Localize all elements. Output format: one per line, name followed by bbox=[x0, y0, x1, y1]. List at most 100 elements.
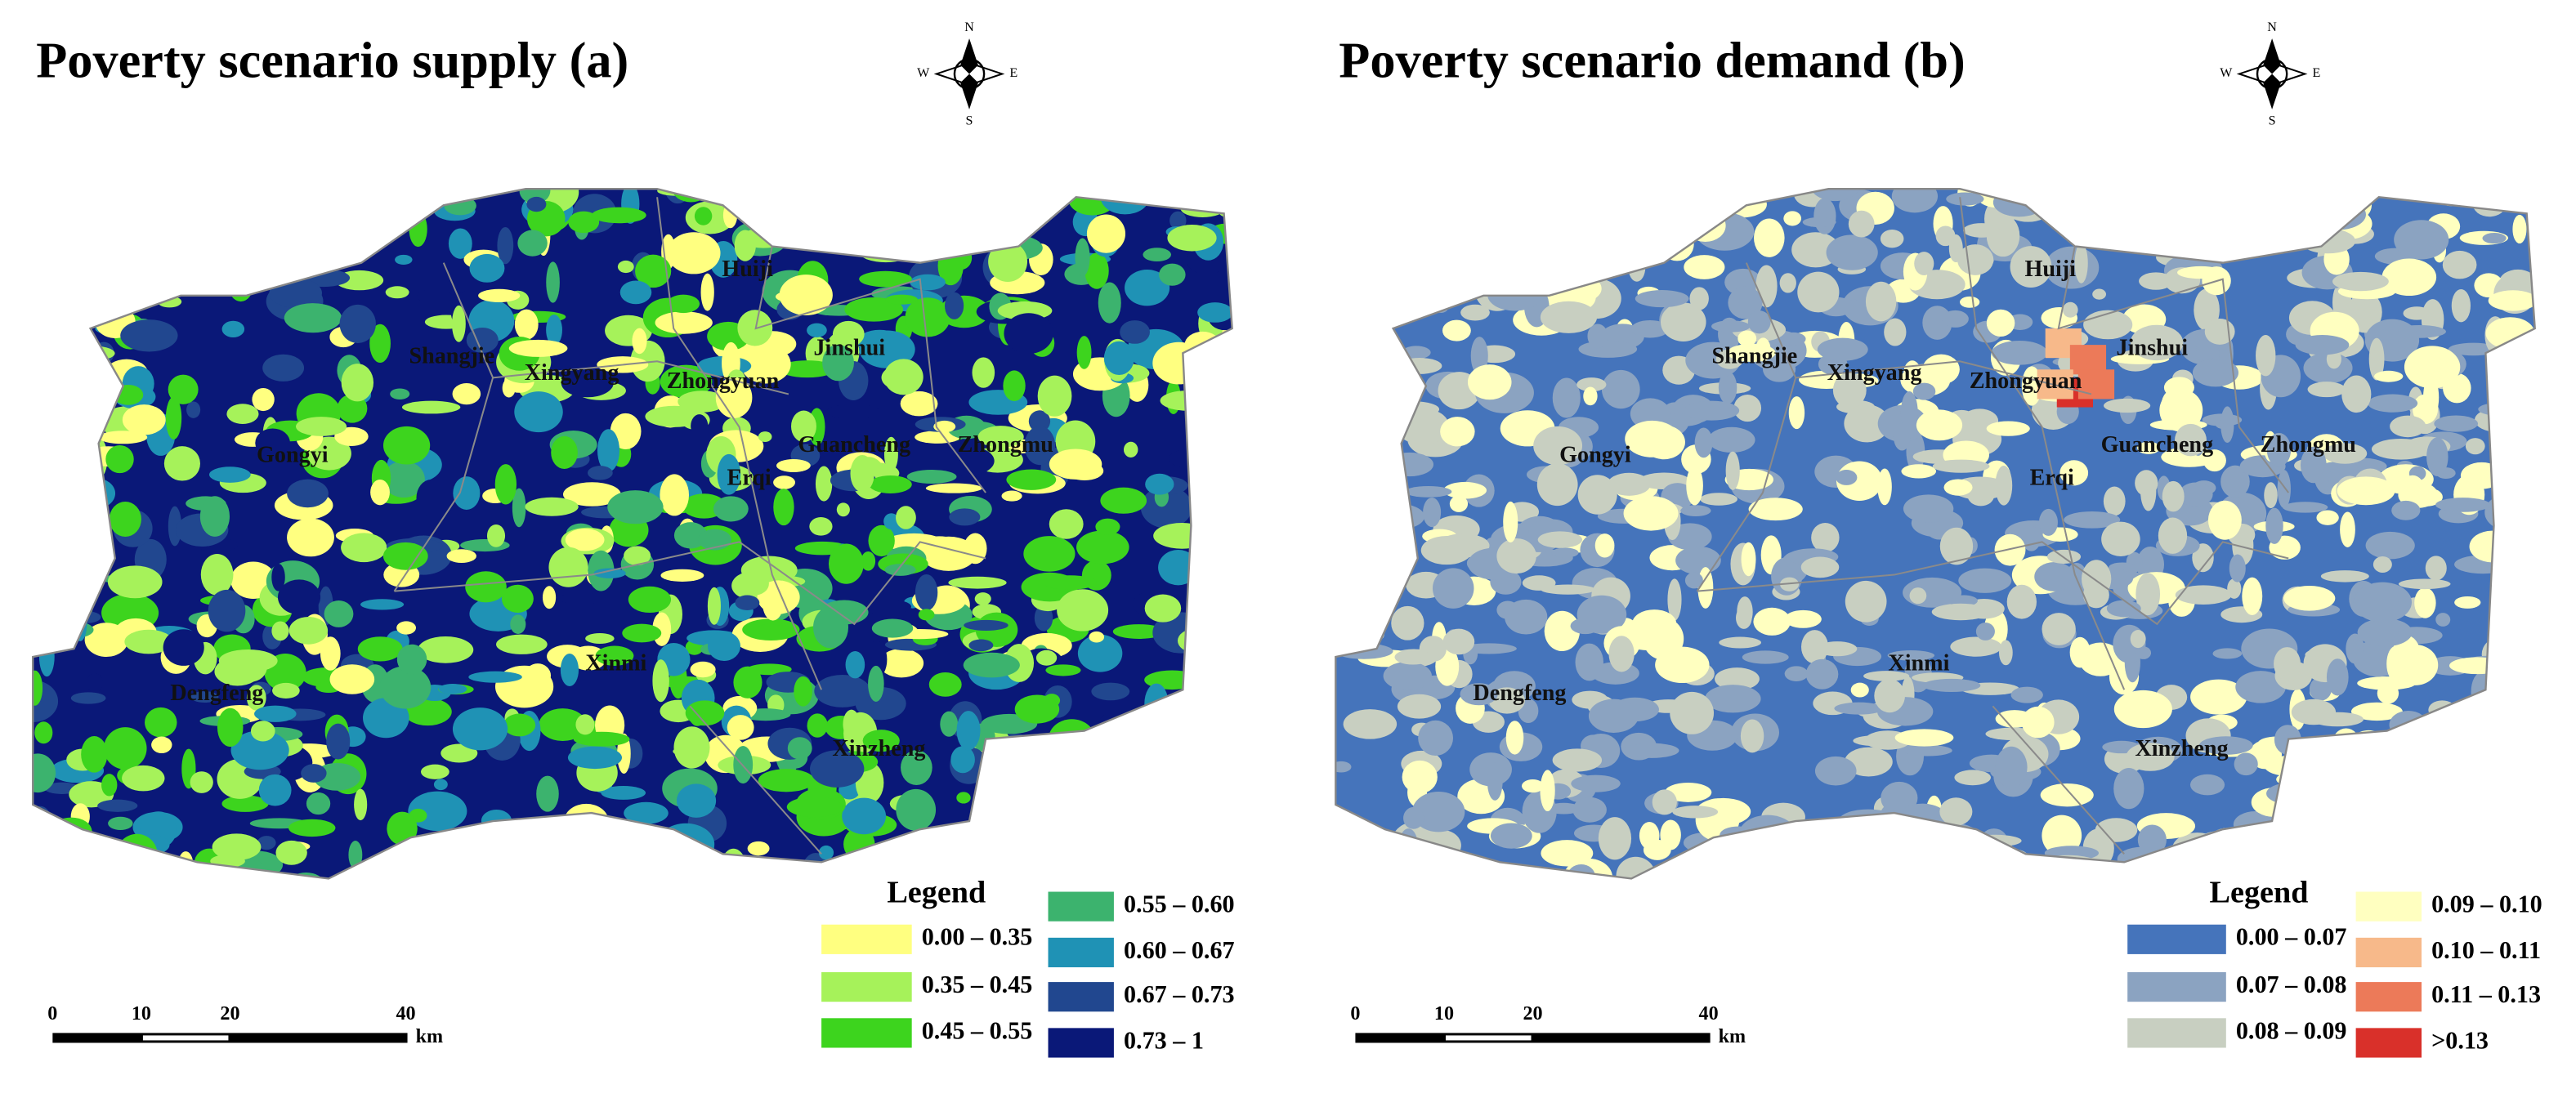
map-patch bbox=[1357, 460, 1405, 471]
map-patch bbox=[329, 664, 375, 694]
map-patch bbox=[645, 405, 704, 427]
map-patch bbox=[2355, 842, 2379, 876]
map-patch bbox=[1930, 859, 1979, 878]
district-boundary bbox=[393, 262, 494, 592]
map-patch bbox=[2313, 175, 2352, 189]
map-patch bbox=[2078, 211, 2125, 239]
map-patch bbox=[441, 743, 478, 763]
map-patch bbox=[129, 256, 166, 268]
map-patch bbox=[502, 378, 516, 398]
map-patch bbox=[619, 280, 652, 305]
map-patch bbox=[2069, 636, 2091, 668]
map-patch bbox=[122, 404, 166, 435]
map-patch bbox=[1169, 211, 1187, 230]
map-patch bbox=[779, 274, 833, 316]
map-patch bbox=[1408, 239, 1426, 254]
map-patch bbox=[713, 496, 749, 522]
map-patch bbox=[1394, 649, 1432, 665]
map-patch bbox=[1169, 449, 1219, 469]
map-patch bbox=[212, 833, 262, 861]
map-patch bbox=[883, 436, 898, 472]
map-patch bbox=[1703, 840, 1744, 870]
map-patch bbox=[2021, 706, 2055, 739]
map-patch bbox=[1552, 748, 1603, 772]
map-patch bbox=[2040, 783, 2094, 807]
map-patch bbox=[428, 877, 451, 879]
map-patch bbox=[1432, 568, 1474, 609]
map-patch bbox=[2522, 725, 2535, 752]
map-patch bbox=[159, 211, 202, 248]
map-patch bbox=[2192, 543, 2214, 573]
map-patch bbox=[1623, 496, 1679, 531]
map-patch bbox=[1788, 396, 1805, 430]
map-patch bbox=[1578, 189, 1599, 215]
district-label: Huiji bbox=[722, 257, 773, 282]
map-patch bbox=[341, 533, 387, 563]
map-patch bbox=[861, 551, 876, 571]
map-patch bbox=[2326, 842, 2340, 854]
legend-swatch bbox=[821, 1018, 912, 1048]
map-patch bbox=[536, 775, 559, 812]
map-patch bbox=[2335, 855, 2353, 879]
map-patch bbox=[1192, 648, 1217, 679]
map-patch bbox=[883, 513, 900, 530]
map-patch bbox=[2381, 258, 2437, 297]
map-patch bbox=[2350, 702, 2403, 721]
map-patch bbox=[2234, 752, 2258, 776]
map-patch bbox=[1642, 876, 1660, 879]
map-patch bbox=[717, 453, 741, 495]
map-patch bbox=[707, 587, 721, 625]
map-patch bbox=[370, 479, 390, 506]
map-patch bbox=[1948, 234, 1963, 263]
map-patch bbox=[655, 311, 713, 334]
map-patch bbox=[1628, 253, 1646, 282]
map-patch bbox=[628, 586, 671, 614]
map-patch bbox=[1521, 779, 1545, 793]
map-patch bbox=[2185, 215, 2207, 248]
map-patch bbox=[1103, 718, 1160, 732]
map-patch bbox=[517, 230, 548, 257]
map-patch bbox=[2506, 698, 2526, 729]
map-patch bbox=[33, 463, 49, 482]
map-patch bbox=[646, 861, 686, 879]
map-patch bbox=[1510, 868, 1537, 879]
map-patch bbox=[676, 783, 717, 818]
map-patch bbox=[2488, 290, 2535, 311]
map-patch bbox=[2178, 482, 2213, 507]
map-patch bbox=[1125, 757, 1179, 781]
map-patch bbox=[1488, 687, 1526, 714]
map-patch bbox=[487, 319, 509, 330]
map-patch bbox=[2220, 465, 2250, 498]
map-patch bbox=[1784, 609, 1822, 628]
map-patch bbox=[2413, 394, 2439, 425]
map-patch bbox=[850, 454, 874, 493]
map-patch bbox=[1986, 214, 2020, 257]
map-patch bbox=[1409, 852, 1437, 872]
map-patch bbox=[187, 226, 247, 244]
map-patch bbox=[977, 426, 1024, 449]
map-patch bbox=[660, 569, 704, 582]
map-patch bbox=[1660, 302, 1706, 341]
map-patch bbox=[657, 823, 715, 865]
map-patch bbox=[1043, 575, 1097, 590]
map-patch bbox=[660, 364, 713, 399]
map-patch bbox=[168, 374, 199, 404]
map-patch bbox=[1689, 287, 1709, 310]
map-patch bbox=[1962, 223, 2000, 238]
map-patch bbox=[1863, 671, 1910, 681]
map-patch bbox=[1205, 509, 1222, 526]
legend-label: 0.10 – 0.11 bbox=[2431, 936, 2541, 964]
map-patch bbox=[2175, 423, 2207, 457]
map-patch bbox=[1954, 770, 1991, 786]
map-patch bbox=[740, 344, 791, 384]
map-patch bbox=[1133, 855, 1179, 879]
map-patch bbox=[2434, 415, 2479, 432]
map-patch bbox=[1540, 770, 1555, 812]
map-patch bbox=[1204, 834, 1232, 877]
map-patch bbox=[828, 543, 864, 584]
map-body bbox=[33, 189, 1232, 879]
map-patch bbox=[983, 842, 1005, 864]
map-patch bbox=[1335, 761, 1352, 773]
map-patch bbox=[1062, 846, 1100, 872]
map-patch bbox=[632, 328, 647, 355]
